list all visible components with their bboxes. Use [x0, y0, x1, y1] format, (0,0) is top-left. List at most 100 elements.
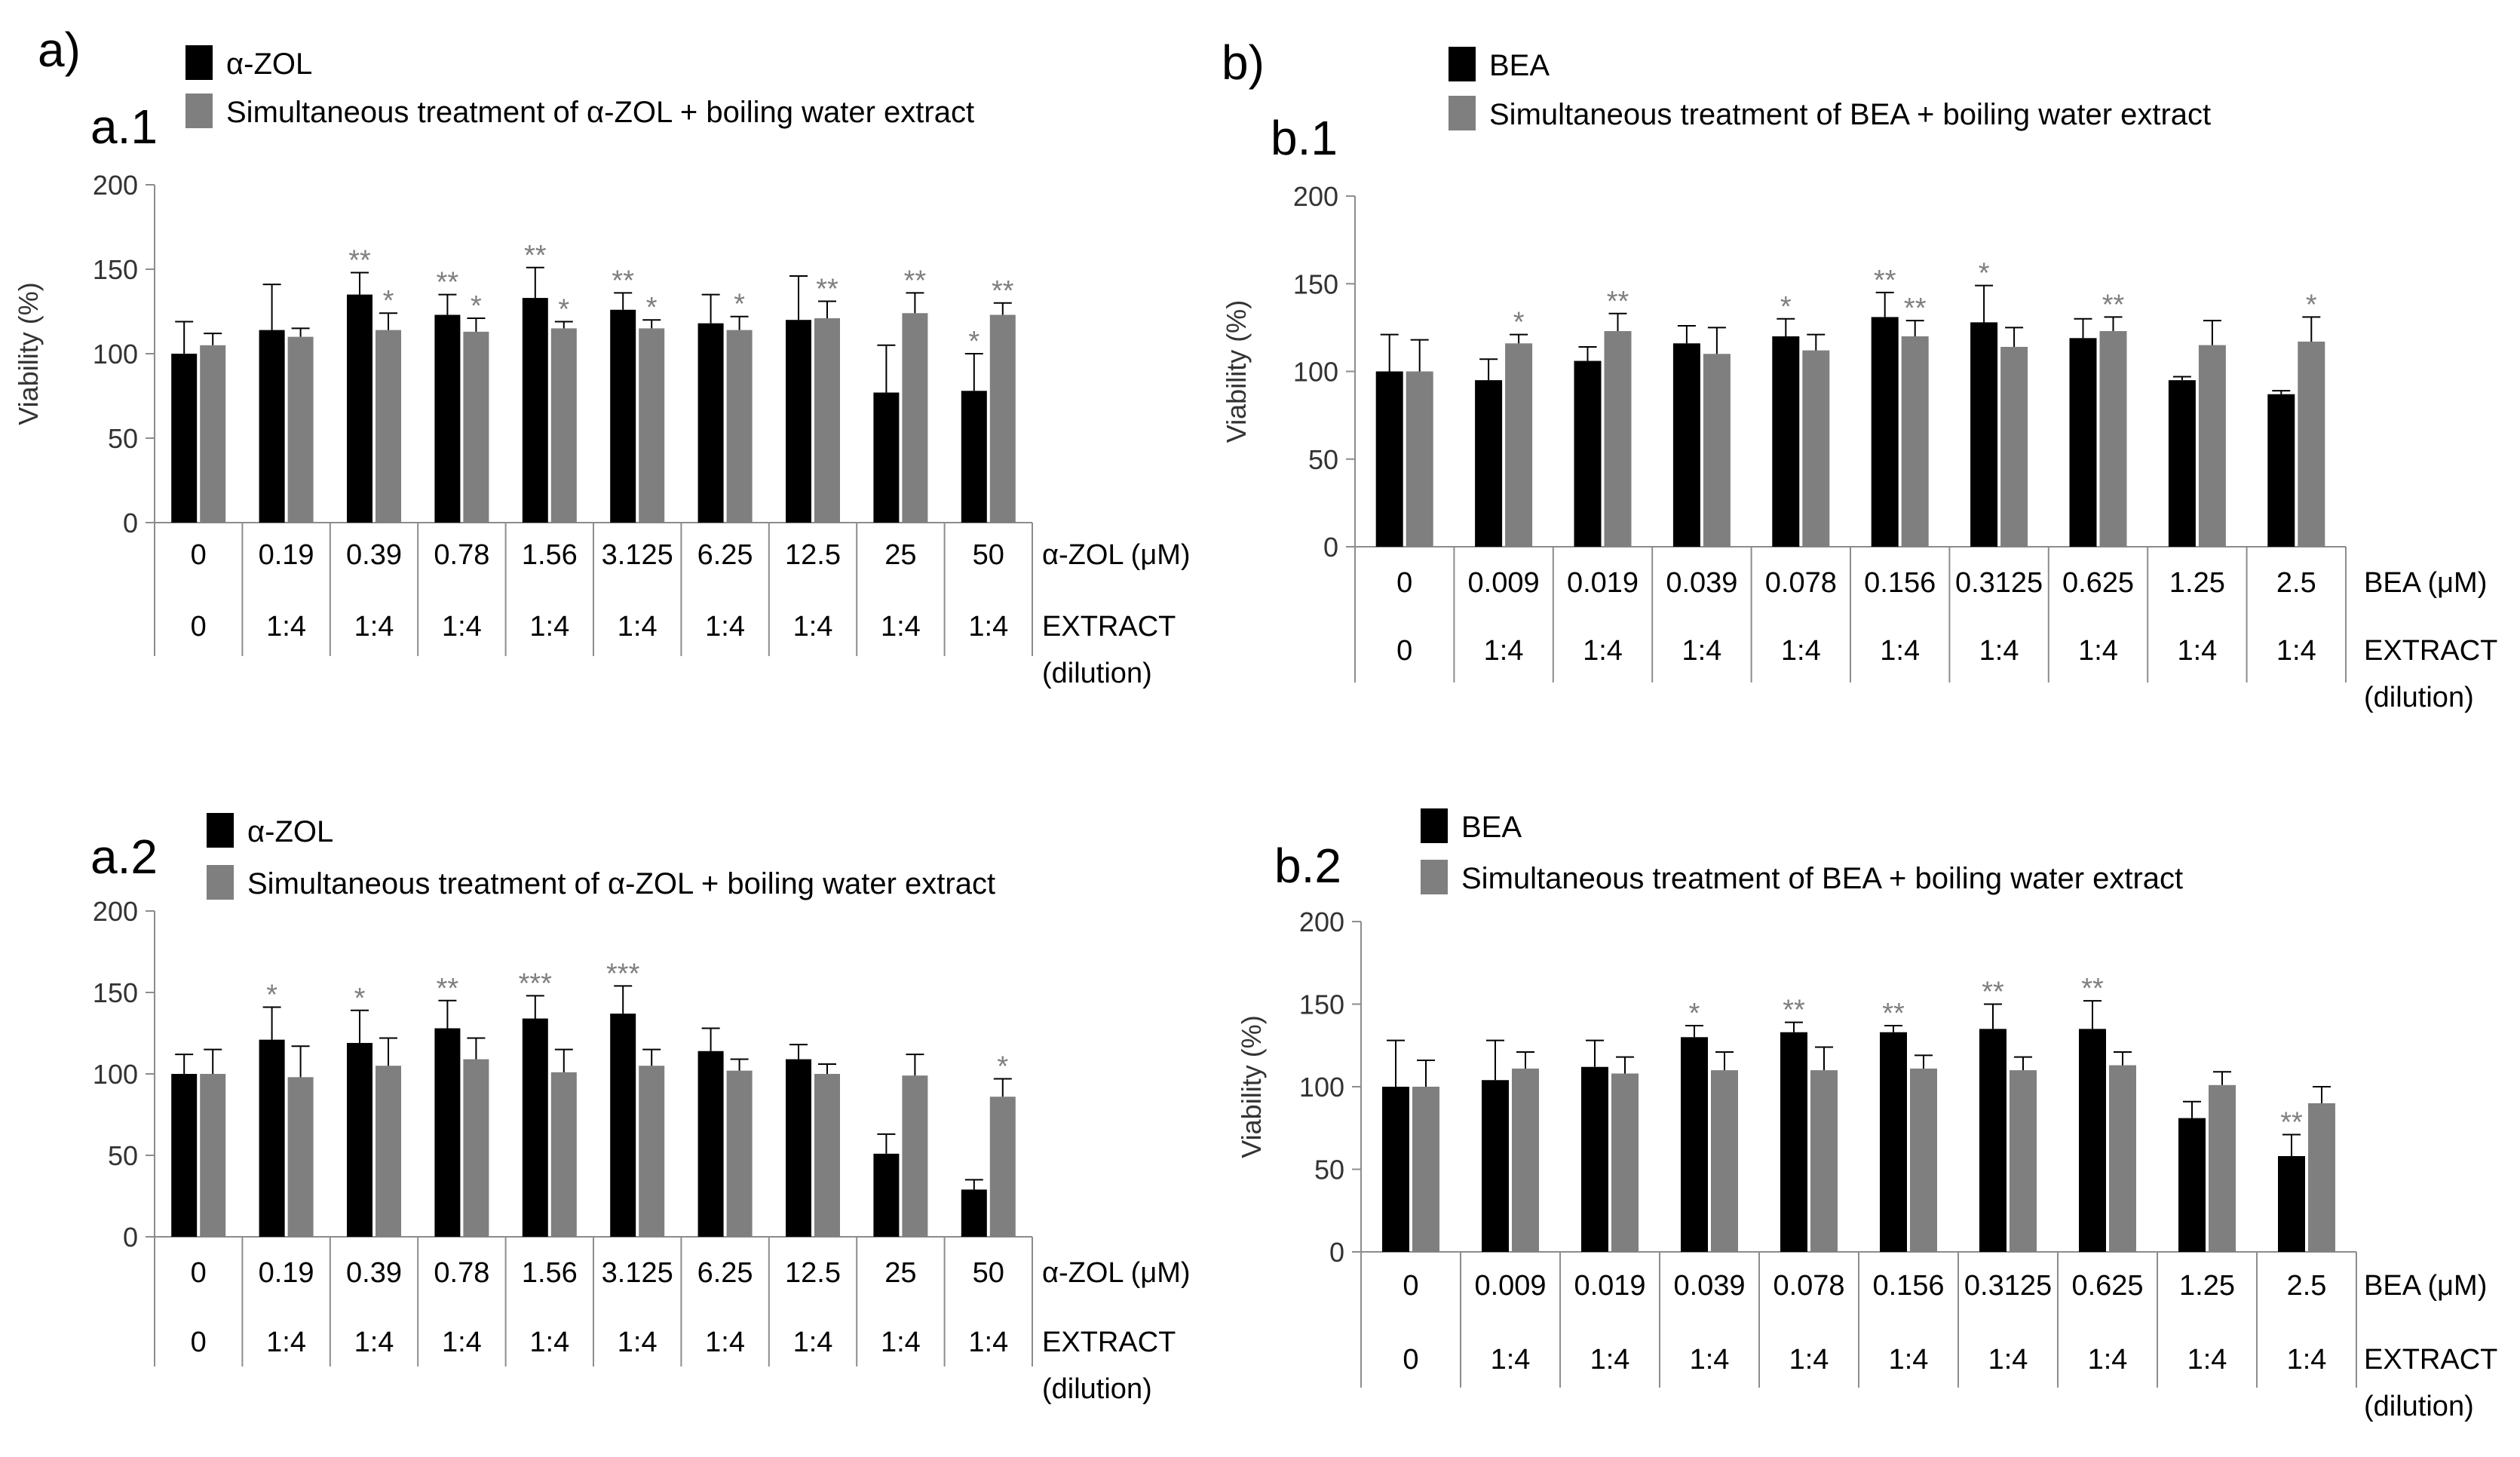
- bar: [1979, 1029, 2006, 1252]
- bar: [434, 314, 461, 523]
- concentration-label: 0.19: [259, 539, 314, 571]
- extract-label: 1:4: [1484, 635, 1524, 667]
- concentration-label: 12.5: [785, 539, 841, 571]
- significance-marker: **: [437, 973, 459, 1005]
- significance-marker: *: [558, 293, 569, 325]
- extract-label: 1:4: [968, 611, 1008, 643]
- concentration-label: 0.156: [1872, 1270, 1944, 1302]
- extract-label: 1:4: [1590, 1344, 1630, 1376]
- bar: [1802, 350, 1830, 547]
- chart-b2: b.2 BEA Simultaneous treatment of BEA + bo…: [1236, 808, 2497, 1422]
- significance-marker: **: [348, 244, 371, 276]
- bar: [610, 1014, 636, 1237]
- concentration-label: 0.3125: [1955, 567, 2043, 599]
- significance-marker: ***: [606, 958, 640, 989]
- concentration-label: 0.019: [1567, 567, 1639, 599]
- y-tick-label: 50: [1308, 444, 1338, 475]
- concentration-label: 0.625: [2062, 567, 2134, 599]
- bar: [639, 1066, 665, 1237]
- concentration-label: 0.19: [259, 1257, 314, 1289]
- row-label-concentration: BEA (μM): [2364, 1270, 2487, 1302]
- legend-swatch: [207, 813, 234, 848]
- row-label-extract: EXTRACT: [2364, 635, 2497, 667]
- bar: [463, 1059, 489, 1237]
- chart-b1: b.1 BEA Simultaneous treatment of BEA + bo…: [1221, 47, 2497, 713]
- extract-label: 1:4: [266, 1327, 306, 1358]
- bar: [2267, 394, 2295, 547]
- significance-marker: **: [904, 265, 927, 296]
- extract-label: 1:4: [1880, 635, 1920, 667]
- extract-label: 1:4: [1583, 635, 1623, 667]
- chart-a1: a.1 α-ZOL Simultaneous treatment of α-ZOL …: [13, 45, 1191, 689]
- significance-marker: **: [1882, 998, 1905, 1029]
- extract-label: 0: [1403, 1344, 1418, 1376]
- extract-label: 1:4: [1682, 635, 1721, 667]
- bar: [873, 392, 900, 523]
- significance-marker: **: [1874, 265, 1896, 296]
- legend-swatch: [1421, 860, 1448, 894]
- bar: [989, 1097, 1016, 1237]
- bar: [1604, 331, 1632, 547]
- bar: [1880, 1032, 1907, 1252]
- bar: [1672, 343, 1700, 547]
- y-tick-label: 150: [1293, 268, 1338, 299]
- significance-marker: **: [1607, 286, 1629, 317]
- concentration-label: 0.039: [1666, 567, 1737, 599]
- significance-marker: **: [992, 275, 1014, 307]
- bar: [522, 1018, 548, 1237]
- panel-label: b.1: [1271, 111, 1338, 165]
- bar: [726, 1070, 753, 1237]
- extract-label: 1:4: [1781, 635, 1821, 667]
- bar: [610, 309, 636, 523]
- row-label-concentration: BEA (μM): [2364, 567, 2487, 599]
- bar: [2308, 1103, 2335, 1252]
- bar: [376, 1066, 401, 1237]
- significance-marker: *: [354, 983, 366, 1014]
- row-label-dilution: (dilution): [2364, 682, 2474, 713]
- row-label-extract: EXTRACT: [1042, 611, 1176, 643]
- bar: [287, 1077, 314, 1237]
- bar: [550, 328, 577, 523]
- bar: [1505, 343, 1533, 547]
- bar: [1412, 1087, 1439, 1252]
- significance-marker: **: [524, 240, 547, 271]
- bar: [2198, 345, 2226, 547]
- y-tick-label: 0: [1323, 532, 1338, 563]
- significance-marker: *: [1513, 307, 1525, 339]
- bar: [697, 323, 724, 523]
- extract-label: 1:4: [529, 611, 569, 643]
- bar: [522, 298, 548, 523]
- extract-label: 1:4: [618, 611, 658, 643]
- bar: [1970, 322, 1998, 547]
- row-label-dilution: (dilution): [1042, 658, 1152, 689]
- significance-marker: *: [471, 290, 482, 322]
- legend-entry: α-ZOL: [226, 48, 312, 81]
- bar: [1780, 1032, 1807, 1252]
- concentration-label: 0.156: [1864, 567, 1936, 599]
- y-axis-label: Viability (%): [1221, 300, 1252, 443]
- concentration-label: 6.25: [697, 1257, 753, 1289]
- extract-label: 1:4: [529, 1327, 569, 1358]
- row-label-concentration: α-ZOL (μM): [1042, 539, 1191, 571]
- significance-marker: **: [816, 274, 838, 305]
- significance-marker: *: [1689, 998, 1700, 1029]
- concentration-label: 0.78: [434, 1257, 489, 1289]
- bar: [1611, 1073, 1639, 1252]
- bar: [1910, 1068, 1937, 1252]
- legend-swatch: [207, 865, 234, 900]
- y-tick-label: 100: [1299, 1072, 1344, 1103]
- panel-label: b.2: [1274, 839, 1341, 893]
- legend-swatch: [185, 45, 213, 80]
- significance-marker: **: [2102, 289, 2125, 321]
- bar: [814, 317, 840, 523]
- concentration-label: 0.39: [346, 539, 402, 571]
- bar: [287, 336, 314, 523]
- concentration-label: 0.078: [1765, 567, 1837, 599]
- bar: [726, 330, 753, 523]
- significance-marker: *: [383, 285, 394, 317]
- charts-group: a.1 α-ZOL Simultaneous treatment of α-ZOL …: [13, 45, 2497, 1422]
- significance-marker: *: [968, 326, 979, 357]
- concentration-label: 1.25: [2179, 1270, 2235, 1302]
- significance-marker: *: [997, 1051, 1008, 1082]
